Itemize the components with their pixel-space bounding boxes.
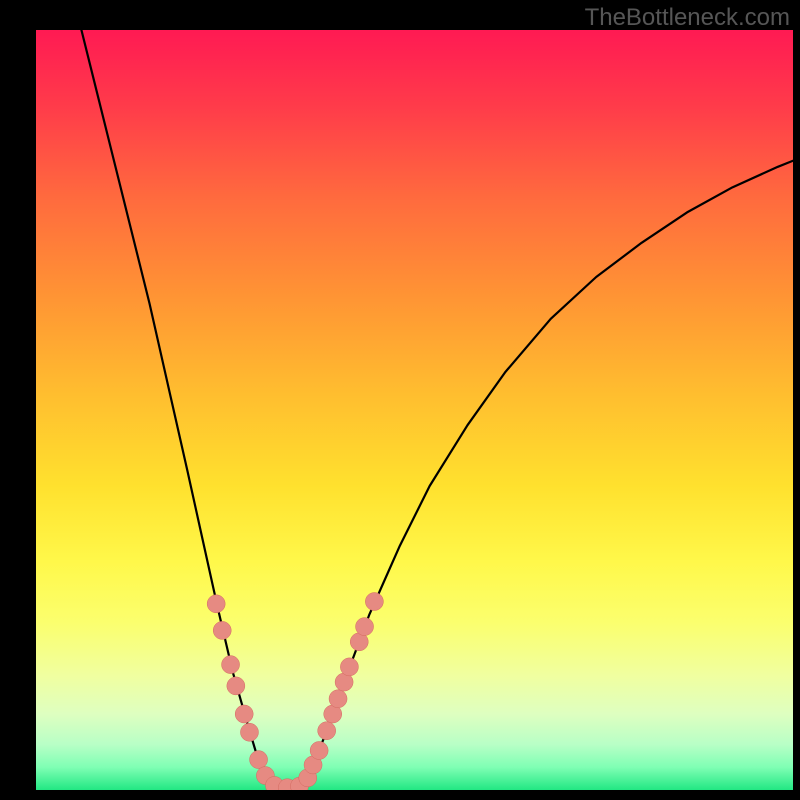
marker-dot — [235, 705, 253, 723]
marker-dot — [207, 595, 225, 613]
marker-dot — [356, 618, 374, 636]
marker-dot — [213, 621, 231, 639]
marker-dot — [240, 723, 258, 741]
marker-dot — [340, 658, 358, 676]
plot-area — [36, 30, 793, 790]
marker-dot — [222, 656, 240, 674]
marker-dot — [310, 741, 328, 759]
chart-canvas: TheBottleneck.com — [0, 0, 800, 800]
marker-dot — [365, 593, 383, 611]
marker-dot — [329, 690, 347, 708]
bottleneck-curve — [81, 30, 793, 788]
marker-dot — [227, 677, 245, 695]
chart-overlay — [36, 30, 793, 790]
marker-dot — [318, 722, 336, 740]
marker-group — [207, 593, 383, 790]
watermark-text: TheBottleneck.com — [585, 4, 790, 32]
marker-dot — [250, 751, 268, 769]
